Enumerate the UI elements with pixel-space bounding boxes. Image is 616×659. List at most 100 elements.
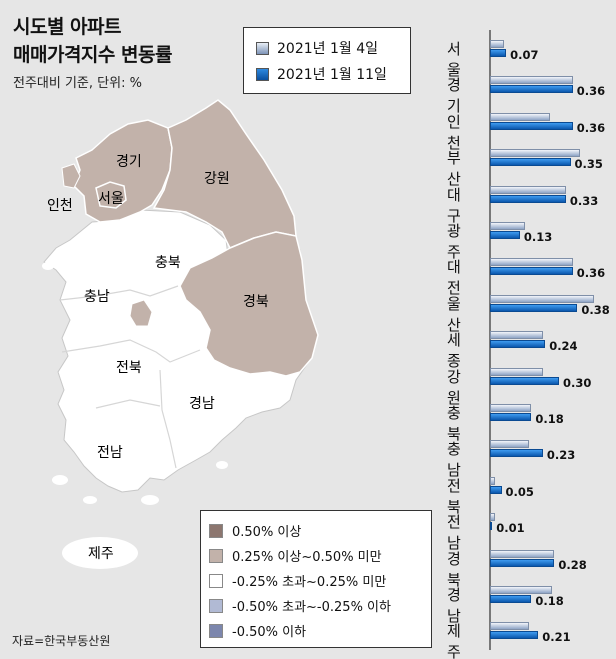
bar-jan4 [490,404,532,412]
bar-jan11 [490,267,573,276]
source-note: 자료=한국부동산원 [12,634,111,648]
bar-value-label: 0.07 [510,48,539,62]
island-1 [52,475,68,485]
bar-value-label: 0.30 [563,375,592,390]
region-seoul [95,181,127,209]
bar-value-label: 0.33 [569,193,599,208]
label-jeonnam: 전남 [97,445,123,461]
bar-jan11 [490,303,578,312]
legend-label-jan4: 2021년 1월 4일 [277,41,378,57]
legend-item-jan4: 2021년 1월 4일 [256,38,378,58]
region-jeju [62,537,138,569]
scale-item-1: 0.50% 이상 [209,521,301,540]
bar-jan11 [490,376,559,385]
bar-category-label: 경북 [447,549,461,589]
bar-category-label: 대구 [447,185,461,225]
scale-swatch-2 [209,548,223,563]
bar-jan11 [490,340,546,349]
bar-jan4 [490,549,555,558]
scale-swatch-3 [209,573,223,588]
region-gyeongbuk [179,231,319,377]
bar-category-label: 경기 [447,76,461,116]
bar-jan11 [490,595,532,603]
bar-category-label: 울산 [447,294,461,334]
bar-jan4 [490,149,580,158]
series-legend: 2021년 1월 4일 2021년 1월 11일 [243,27,411,94]
scale-item-2: 0.25% 이상~0.50% 미만 [209,546,382,565]
scale-label-4: -0.50% 초과~-0.25% 이하 [232,600,391,615]
bar-jan4 [490,294,594,303]
bar-value-label: 0.18 [535,412,564,426]
color-scale-legend: 0.50% 이상 0.25% 이상~0.50% 미만 -0.25% 초과~0.2… [200,510,432,648]
bar-jan11 [490,194,566,203]
legend-swatch-jan11 [256,67,269,81]
bar-jan4 [490,476,495,485]
bar-category-label: 충남 [447,440,461,480]
bar-jan4 [490,112,550,121]
bar-category-label: 강원 [447,367,461,407]
island-2 [83,496,97,504]
bar-jan4 [490,185,566,194]
bar-value-label: 0.18 [535,594,564,608]
bar-jan11 [490,485,502,494]
bar-jan4 [490,258,573,267]
bar-axis [489,30,491,650]
bar-jan11 [490,85,573,94]
bar-value-label: 0.36 [576,120,606,135]
scale-swatch-4 [209,598,223,613]
bar-value-label: 0.05 [505,484,534,499]
bar-category-label: 충북 [447,404,461,443]
label-gyeongnam: 경남 [189,396,215,412]
scale-label-2: 0.25% 이상~0.50% 미만 [232,550,382,565]
bar-value-label: 0.36 [576,84,606,99]
island-3 [141,495,159,505]
bar-jan4 [490,586,553,594]
bar-category-label: 부산 [447,149,461,189]
label-incheon: 인천 [47,198,73,214]
bar-jan11 [490,522,493,531]
scale-label-3: -0.25% 초과~0.25% 미만 [232,575,387,590]
bar-jan4 [490,367,543,376]
bar-value-label: 0.23 [546,448,576,463]
label-gangwon: 강원 [204,171,230,187]
bar-jan11 [490,449,543,458]
bar-jan4 [490,622,530,631]
scale-item-4: -0.50% 초과~-0.25% 이하 [209,596,391,615]
scale-swatch-1 [209,523,223,538]
legend-swatch-jan4 [256,41,269,55]
bar-jan4 [490,513,495,522]
region-daejeon [129,299,153,327]
bar-category-label: 대전 [447,258,461,298]
region-incheon [61,163,81,189]
bar-value-label: 0.13 [523,230,553,244]
bar-value-label: 0.38 [581,302,610,317]
bar-category-label: 전북 [447,476,461,516]
bar-jan11 [490,631,539,640]
label-gyeongbuk: 경북 [243,294,269,310]
island-ulleung [42,262,54,270]
scale-item-5: -0.50% 이하 [209,621,306,640]
label-chungnam: 충남 [84,289,110,305]
scale-label-1: 0.50% 이상 [232,525,302,540]
bar-jan11 [490,121,573,130]
bar-jan11 [490,558,555,567]
bar-value-label: 0.21 [542,630,571,645]
bar-category-label: 인천 [447,112,461,152]
bar-category-label: 경남 [447,586,461,625]
bar-value-label: 0.28 [558,557,587,572]
island-4 [216,461,228,469]
scale-label-5: -0.50% 이하 [232,625,307,640]
bar-jan4 [490,331,543,340]
legend-item-jan11: 2021년 1월 11일 [256,64,387,84]
bar-jan11 [490,413,532,421]
title-line-2: 매매가격지수 변동률 [13,44,172,66]
bar-value-label: 0.24 [549,339,578,354]
bar-category-label: 광주 [447,222,461,261]
bar-jan11 [490,158,571,167]
bar-jan11 [490,231,520,239]
bar-value-label: 0.36 [576,266,606,281]
legend-label-jan11: 2021년 1월 11일 [277,67,387,83]
bar-jan4 [490,222,525,230]
scale-item-3: -0.25% 초과~0.25% 미만 [209,571,386,590]
